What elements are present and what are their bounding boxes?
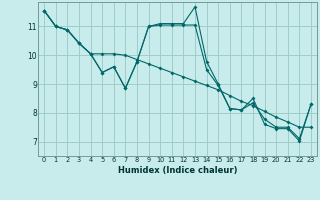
X-axis label: Humidex (Indice chaleur): Humidex (Indice chaleur): [118, 166, 237, 175]
